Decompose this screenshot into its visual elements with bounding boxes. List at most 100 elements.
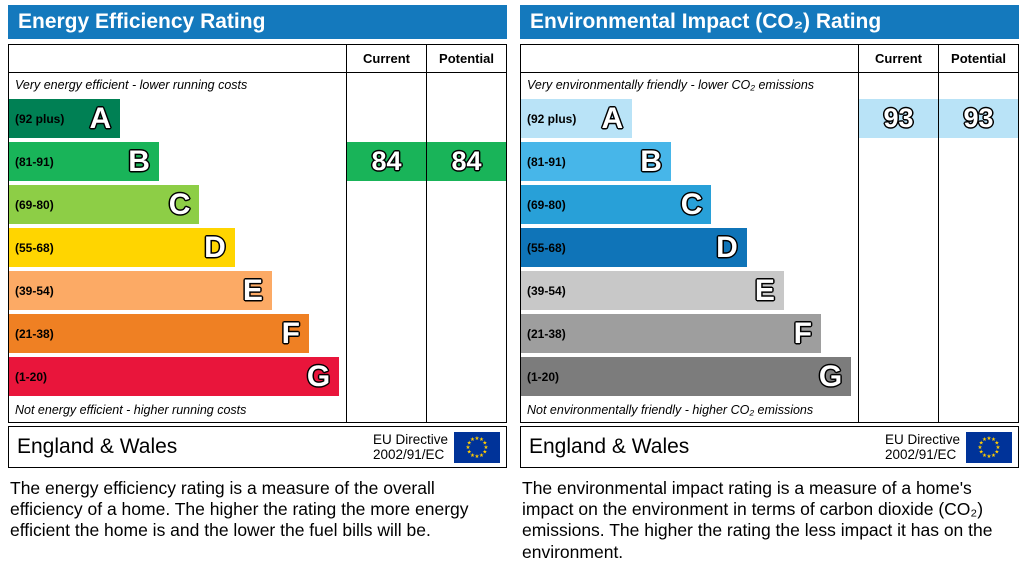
svg-text:★: ★ xyxy=(991,452,996,458)
band-range-label: (92 plus) xyxy=(527,111,577,126)
svg-text:★: ★ xyxy=(484,445,489,451)
environmental-chart-title: Environmental Impact (CO₂) Rating xyxy=(520,5,1019,39)
band-letter: A xyxy=(89,101,112,135)
svg-text:★: ★ xyxy=(479,452,484,458)
band-range-label: (39-54) xyxy=(15,283,54,298)
svg-text:★: ★ xyxy=(479,437,484,443)
band-range-label: (21-38) xyxy=(15,326,54,341)
bottom-caption: Not environmentally friendly - higher CO… xyxy=(527,403,814,417)
svg-text:★: ★ xyxy=(482,449,487,455)
energy-rating-chart: Current Potential Very energy efficient … xyxy=(8,44,507,423)
band-letter: F xyxy=(793,316,812,350)
potential-column-header: Potential xyxy=(426,45,506,72)
band-d: (55-68) D xyxy=(9,228,235,267)
band-letter: A xyxy=(601,101,624,135)
band-row-g: (1-20) G xyxy=(521,355,1018,398)
svg-text:★: ★ xyxy=(979,449,984,455)
band-e: (39-54) E xyxy=(521,271,784,310)
top-caption: Very environmentally friendly - lower CO… xyxy=(527,78,815,92)
band-range-label: (69-80) xyxy=(527,197,566,212)
svg-text:★: ★ xyxy=(470,437,475,443)
band-row-g: (1-20) G xyxy=(9,355,506,398)
band-row-d: (55-68) D xyxy=(521,226,1018,269)
svg-text:★: ★ xyxy=(996,445,1001,451)
band-b: (81-91) B xyxy=(521,142,671,181)
band-row-f: (21-38) F xyxy=(9,312,506,355)
band-range-label: (1-20) xyxy=(15,369,48,384)
eu-directive-label: EU Directive 2002/91/EC xyxy=(884,431,960,462)
band-c: (69-80) C xyxy=(521,185,712,224)
eu-flag-icon: ★ ★★ ★★★ ★★★ ★★★ xyxy=(454,431,500,463)
band-range-label: (69-80) xyxy=(15,197,54,212)
svg-text:★: ★ xyxy=(482,440,487,446)
band-g: (1-20) G xyxy=(521,357,852,396)
band-row-e: (39-54) E xyxy=(521,269,1018,312)
potential-rating-marker: 84 xyxy=(427,142,506,181)
band-letter: C xyxy=(680,187,703,221)
band-letter: E xyxy=(242,273,263,307)
band-letter: D xyxy=(204,230,226,264)
band-row-a: (92 plus) A xyxy=(9,97,506,140)
environmental-rating-chart: Current Potential Very environmentally f… xyxy=(520,44,1019,423)
band-letter: G xyxy=(818,359,843,393)
band-range-label: (55-68) xyxy=(15,240,54,255)
svg-text:★: ★ xyxy=(982,452,987,458)
column-header-row: Current Potential xyxy=(9,45,506,73)
band-letter: F xyxy=(281,316,300,350)
svg-text:★: ★ xyxy=(994,440,999,446)
chart-footer: England & Wales EU Directive 2002/91/EC … xyxy=(8,426,507,468)
band-range-label: (1-20) xyxy=(527,369,560,384)
band-d: (55-68) D xyxy=(521,228,747,267)
top-caption: Very energy efficient - lower running co… xyxy=(15,78,248,92)
svg-text:★: ★ xyxy=(466,445,471,451)
region-label: England & Wales xyxy=(529,435,690,458)
eu-flag-icon: ★ ★★ ★★★ ★★★ ★★★ xyxy=(966,431,1012,463)
band-range-label: (81-91) xyxy=(15,154,54,169)
band-f: (21-38) F xyxy=(9,314,309,353)
band-row-b: (81-91) B 84 84 xyxy=(9,140,506,183)
svg-text:★: ★ xyxy=(978,445,983,451)
current-rating-marker: 84 xyxy=(347,142,426,181)
band-e: (39-54) E xyxy=(9,271,272,310)
band-g: (1-20) G xyxy=(9,357,340,396)
energy-chart-title: Energy Efficiency Rating xyxy=(8,5,507,39)
band-row-b: (81-91) B xyxy=(521,140,1018,183)
svg-text:★: ★ xyxy=(467,449,472,455)
svg-text:★: ★ xyxy=(987,436,992,442)
current-column-header: Current xyxy=(346,45,426,72)
band-f: (21-38) F xyxy=(521,314,821,353)
svg-text:★: ★ xyxy=(991,437,996,443)
energy-efficiency-panel: Energy Efficiency Rating Current Potenti… xyxy=(8,5,507,563)
band-range-label: (55-68) xyxy=(527,240,566,255)
band-b: (81-91) B xyxy=(9,142,159,181)
environmental-impact-panel: Environmental Impact (CO₂) Rating Curren… xyxy=(520,5,1019,563)
eu-directive-label: EU Directive 2002/91/EC xyxy=(372,431,448,462)
column-header-row: Current Potential xyxy=(521,45,1018,73)
band-range-label: (39-54) xyxy=(527,283,566,298)
band-letter: E xyxy=(754,273,775,307)
svg-text:★: ★ xyxy=(475,436,480,442)
band-letter: D xyxy=(716,230,738,264)
svg-text:★: ★ xyxy=(470,452,475,458)
svg-text:★: ★ xyxy=(979,440,984,446)
region-label: England & Wales xyxy=(17,435,178,458)
band-range-label: (81-91) xyxy=(527,154,566,169)
band-letter: B xyxy=(640,144,662,178)
svg-text:★: ★ xyxy=(994,449,999,455)
band-letter: G xyxy=(306,359,331,393)
band-row-a: (92 plus) A 93 93 xyxy=(521,97,1018,140)
band-row-f: (21-38) F xyxy=(521,312,1018,355)
band-letter: B xyxy=(128,144,150,178)
potential-rating-marker: 93 xyxy=(939,99,1018,138)
potential-column-header: Potential xyxy=(938,45,1018,72)
svg-text:★: ★ xyxy=(987,454,992,460)
band-row-c: (69-80) C xyxy=(521,183,1018,226)
band-a: (92 plus) A xyxy=(521,99,633,138)
band-range-label: (21-38) xyxy=(527,326,566,341)
band-c: (69-80) C xyxy=(9,185,200,224)
energy-chart-description: The energy efficiency rating is a measur… xyxy=(10,478,469,541)
band-a: (92 plus) A xyxy=(9,99,121,138)
svg-text:★: ★ xyxy=(467,440,472,446)
band-row-e: (39-54) E xyxy=(9,269,506,312)
